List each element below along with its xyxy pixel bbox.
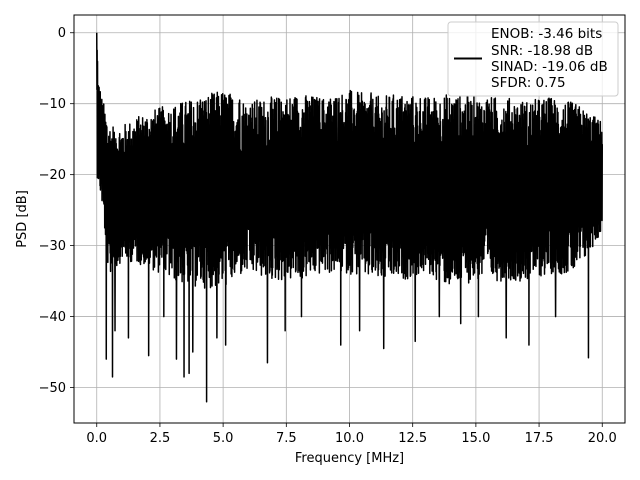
x-tick-label: 2.5 (150, 431, 171, 446)
legend-box (447, 21, 619, 97)
x-axis-ticks: 0.0 2.5 5.0 7.5 10.0 12.5 15.0 17.5 20.0 (86, 423, 617, 446)
x-tick-label: 20.0 (588, 431, 617, 446)
psd-line (96, 32, 603, 403)
legend: ENOB: -3.46 bits SNR: -18.98 dB SINAD: -… (447, 21, 619, 97)
x-tick-label: 17.5 (525, 431, 554, 446)
x-tick-label: 10.0 (335, 431, 364, 446)
x-tick-label: 15.0 (461, 431, 490, 446)
legend-entry-snr: SNR: -18.98 dB (491, 43, 593, 59)
x-tick-label: 12.5 (398, 431, 427, 446)
legend-entry-sinad: SINAD: -19.06 dB (491, 59, 608, 75)
y-tick-label: −40 (39, 310, 66, 325)
legend-entry-sfdr: SFDR: 0.75 (491, 75, 566, 91)
x-tick-label: 7.5 (276, 431, 297, 446)
y-tick-label: −50 (39, 381, 66, 396)
y-tick-label: 0 (58, 26, 66, 41)
psd-series (96, 32, 603, 403)
y-tick-label: −30 (39, 239, 66, 254)
x-axis-label: Frequency [MHz] (295, 451, 404, 466)
y-tick-label: −20 (39, 168, 66, 183)
x-tick-label: 0.0 (86, 431, 107, 446)
legend-entry-enob: ENOB: -3.46 bits (491, 26, 602, 42)
y-tick-label: −10 (39, 97, 66, 112)
x-tick-label: 5.0 (213, 431, 234, 446)
y-axis-label: PSD [dB] (15, 190, 30, 248)
y-axis-ticks: 0 −10 −20 −30 −40 −50 (39, 26, 74, 396)
